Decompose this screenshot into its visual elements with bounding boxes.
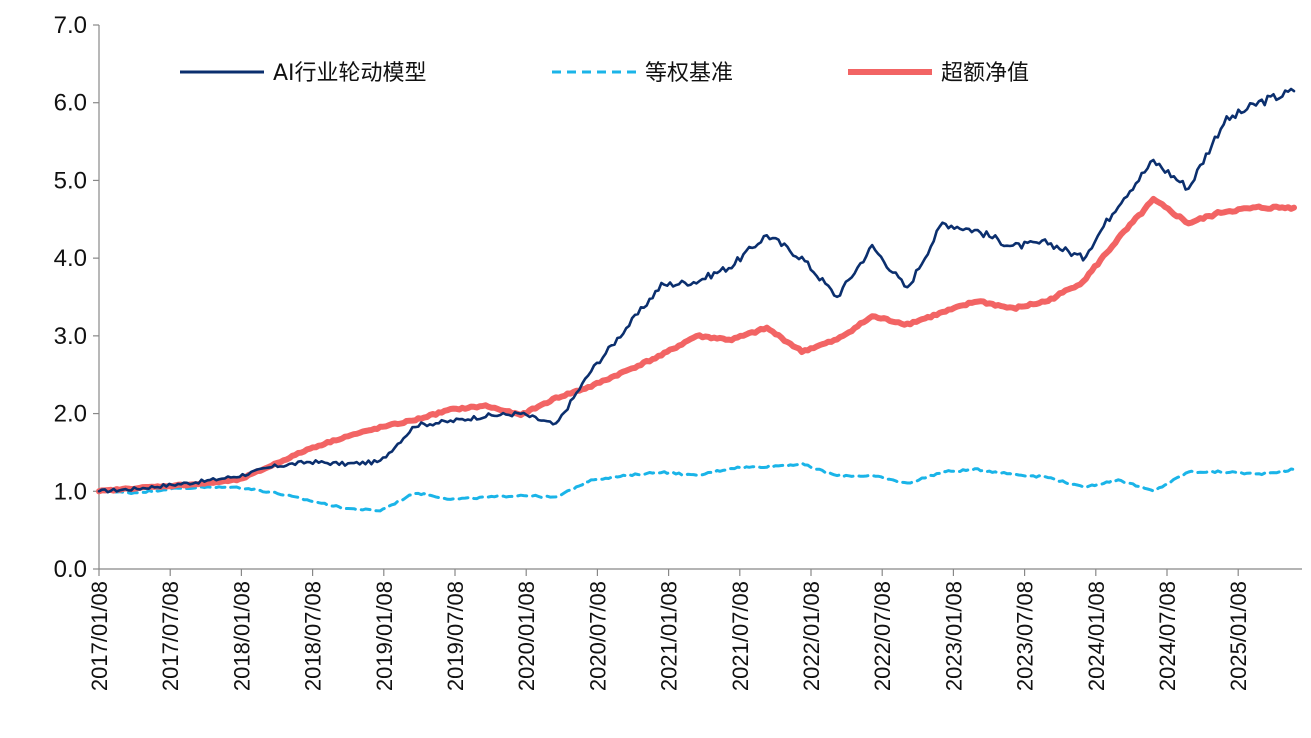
- x-tick-label: 2024/07/08: [1155, 581, 1180, 691]
- x-tick-label: 2018/07/08: [301, 581, 326, 691]
- legend-label-3: 超额净值: [941, 61, 1029, 86]
- x-axis-ticks: 2017/01/08 2017/07/08 2018/01/08 2018/07/08…: [87, 569, 1251, 691]
- x-tick-label: 2021/07/08: [728, 581, 753, 691]
- legend-label-2: 等权基准: [645, 61, 733, 86]
- y-tick-label: 5.0: [54, 167, 87, 194]
- x-tick-label: 2021/01/08: [657, 581, 682, 691]
- legend: AI行业轮动模型 等权基准 超额净值: [180, 61, 1029, 86]
- x-tick-label: 2018/01/08: [229, 581, 254, 691]
- axes: [98, 25, 1302, 570]
- x-tick-label: 2019/01/08: [372, 581, 397, 691]
- series-line-2: [97, 461, 1296, 513]
- x-tick-label: 2023/01/08: [941, 581, 966, 691]
- x-tick-label: 2020/07/08: [585, 581, 610, 691]
- y-tick-label: 0.0: [54, 556, 87, 583]
- y-tick-label: 1.0: [54, 478, 87, 505]
- y-tick-label: 3.0: [54, 323, 87, 350]
- x-tick-label: 2023/07/08: [1013, 581, 1038, 691]
- x-tick-label: 2020/01/08: [514, 581, 539, 691]
- x-tick-label: 2017/07/08: [158, 581, 183, 691]
- y-tick-label: 6.0: [54, 90, 87, 117]
- series-line-3: [96, 195, 1297, 495]
- x-tick-label: 2025/01/08: [1226, 581, 1251, 691]
- x-tick-label: 2017/01/08: [87, 581, 112, 691]
- y-tick-label: 2.0: [54, 401, 87, 428]
- x-tick-label: 2024/01/08: [1084, 581, 1109, 691]
- x-tick-label: 2022/01/08: [799, 581, 824, 691]
- y-tick-label: 7.0: [54, 12, 87, 39]
- series-line-1: [97, 87, 1296, 494]
- y-axis-ticks: 0.0 1.0 2.0 3.0 4.0 5.0 6.0 7.0: [54, 12, 99, 583]
- x-tick-label: 2019/07/08: [443, 581, 468, 691]
- y-tick-label: 4.0: [54, 245, 87, 272]
- x-tick-label: 2022/07/08: [870, 581, 895, 691]
- series-lines: [96, 87, 1297, 513]
- legend-label-1: AI行业轮动模型: [273, 61, 427, 86]
